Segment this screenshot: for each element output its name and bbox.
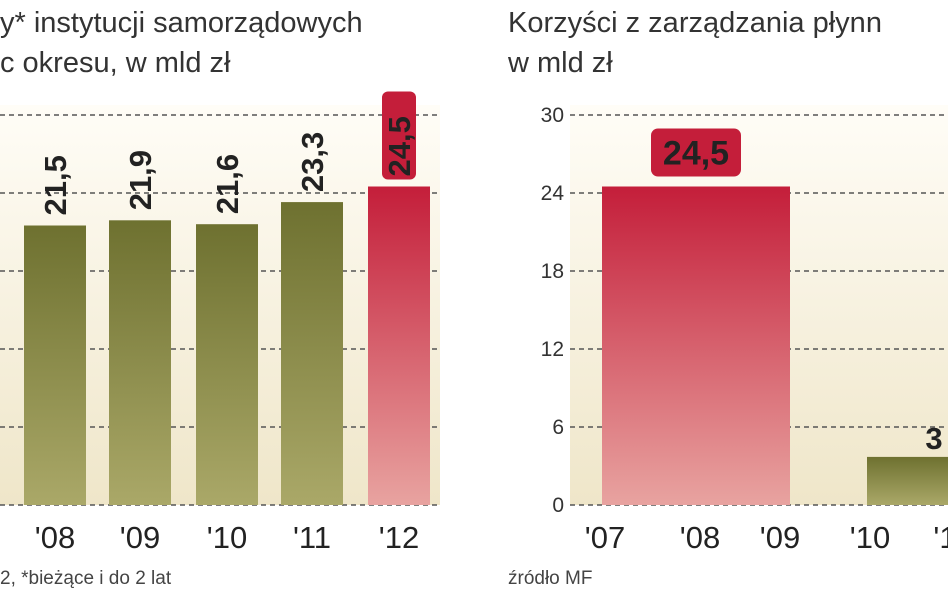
x-tick-label: '1 [933,520,948,555]
value-label: 23,3 [295,132,330,192]
bar [196,224,258,505]
x-tick-label: '08 [680,520,720,555]
x-tick-label: '12 [379,520,419,555]
bar [24,225,86,505]
bar [867,456,948,505]
chart-title: c okresu, w mld zł [0,47,231,79]
x-tick-label: '08 [35,520,75,555]
footnote: źródło MF [508,568,592,589]
y-tick-label: 30 [541,104,564,127]
y-tick-label: 0 [552,494,564,517]
bar [281,202,343,505]
value-label: 3 [925,421,942,456]
x-tick-label: '11 [293,520,331,555]
value-label: 21,9 [123,150,158,210]
x-tick-label: '09 [120,520,160,555]
y-tick-label: 6 [552,416,564,439]
chart-title: w mld zł [507,47,613,79]
bar [109,220,171,506]
footnote: 2, *bieżące i do 2 lat [0,568,172,589]
x-tick-label: '10 [207,520,247,555]
bar [368,186,430,505]
chart-title: Korzyści z zarządzania płynn [508,7,882,39]
y-tick-label: 24 [541,182,565,205]
label-box [651,128,741,177]
chart-title: y* instytucji samorządowych [0,7,363,39]
y-tick-label: 12 [541,338,564,361]
y-tick-label: 18 [541,260,564,283]
x-tick-label: '10 [850,520,890,555]
value-label: 21,6 [210,154,245,214]
x-tick-label: '07 [585,520,625,555]
x-tick-label: '09 [760,520,800,555]
value-label: 21,5 [38,155,73,215]
value-label: 24,5 [382,116,417,176]
label-box [382,91,416,180]
bar [602,186,790,505]
value-label: 24,5 [663,135,729,173]
